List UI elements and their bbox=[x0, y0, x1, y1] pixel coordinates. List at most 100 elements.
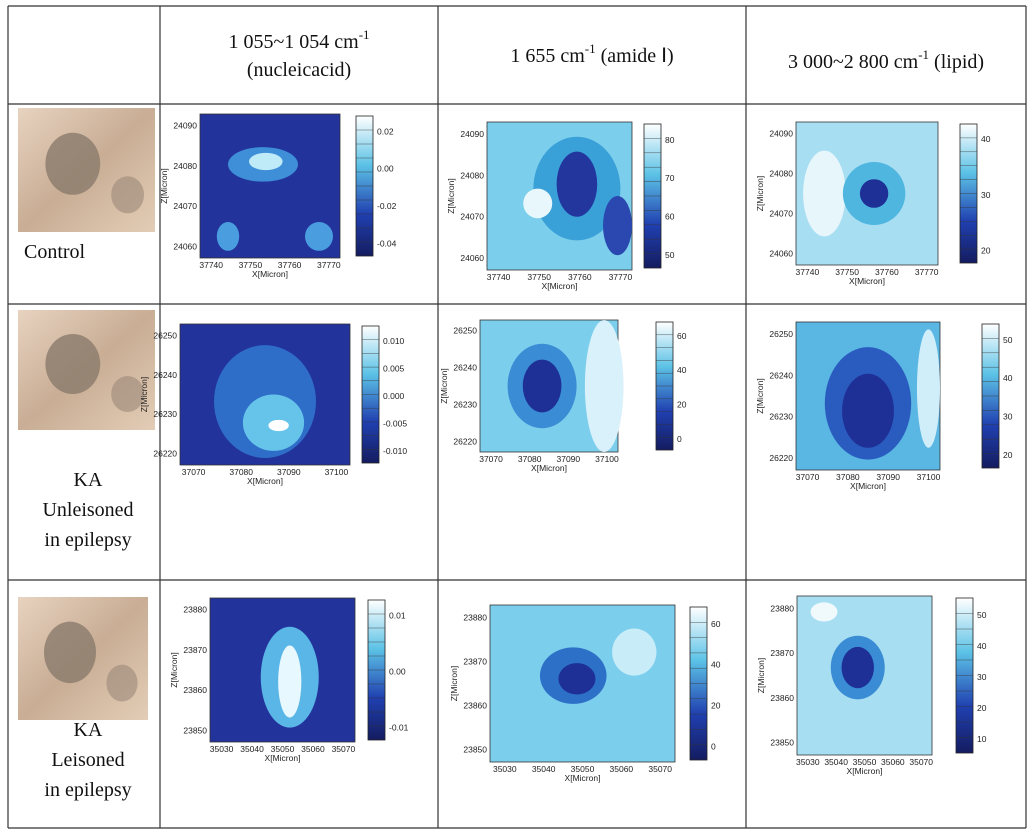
colorbar-label: 60 bbox=[677, 331, 687, 341]
row-label: in epilepsy bbox=[44, 529, 131, 551]
y-tick-label: 24090 bbox=[460, 129, 484, 139]
colorbar-label: 30 bbox=[977, 672, 987, 682]
y-tick-label: 23860 bbox=[183, 685, 207, 695]
y-tick-label: 23880 bbox=[463, 613, 487, 623]
colorbar-label: 20 bbox=[1003, 450, 1013, 460]
colorbar-label: -0.005 bbox=[383, 418, 407, 428]
colorbar-label: 50 bbox=[1003, 335, 1013, 345]
y-tick-label: 24070 bbox=[769, 209, 793, 219]
y-tick-label: 23850 bbox=[183, 725, 207, 735]
contour-region bbox=[612, 628, 657, 676]
contour-region bbox=[278, 645, 302, 718]
y-axis-label: Z[Micron] bbox=[446, 178, 456, 213]
x-tick-label: 37080 bbox=[836, 472, 860, 482]
x-axis-label: X[Micron] bbox=[542, 281, 578, 291]
y-tick-label: 26230 bbox=[769, 412, 793, 422]
y-tick-label: 24080 bbox=[769, 168, 793, 178]
contour-plot: 37070 37080 37090 37100 26250 26240 26230 26220… bbox=[755, 321, 1013, 491]
colorbar-label: 20 bbox=[977, 703, 987, 713]
x-tick-label: 35060 bbox=[610, 764, 634, 774]
colorbar-label: 60 bbox=[665, 212, 675, 222]
x-axis-label: X[Micron] bbox=[247, 476, 283, 486]
x-axis-label: X[Micron] bbox=[849, 276, 885, 286]
x-tick-label: 35030 bbox=[493, 764, 517, 774]
colorbar-label: -0.02 bbox=[377, 201, 397, 211]
y-tick-label: 23880 bbox=[770, 604, 794, 614]
header-suffix: (amide Ⅰ) bbox=[596, 45, 674, 67]
x-tick-label: 37770 bbox=[609, 272, 633, 282]
header-suffix: (lipid) bbox=[929, 51, 984, 73]
y-tick-label: 24080 bbox=[173, 161, 197, 171]
x-tick-label: 37770 bbox=[317, 260, 341, 270]
colorbar-label: 40 bbox=[711, 660, 721, 670]
x-tick-label: 35030 bbox=[210, 744, 234, 754]
y-tick-label: 26240 bbox=[153, 370, 177, 380]
y-tick-label: 23860 bbox=[463, 700, 487, 710]
contour-region bbox=[268, 419, 289, 432]
x-tick-label: 37090 bbox=[556, 454, 580, 464]
colorbar-label: 0.000 bbox=[383, 391, 405, 401]
x-tick-label: 37760 bbox=[278, 260, 302, 270]
x-axis-label: X[Micron] bbox=[847, 766, 883, 776]
contour-plot: 35030 35040 35050 35060 35070 23880 23870 23860… bbox=[449, 604, 721, 783]
x-tick-label: 35040 bbox=[532, 764, 556, 774]
contour-region bbox=[522, 359, 562, 413]
header-sup: -1 bbox=[359, 27, 370, 42]
x-tick-label: 35050 bbox=[271, 744, 295, 754]
header-main: 1 655 cm bbox=[510, 45, 585, 67]
y-tick-label: 24090 bbox=[769, 128, 793, 138]
colorbar-label: 30 bbox=[981, 190, 991, 200]
header-sup: -1 bbox=[918, 47, 929, 62]
header-main: 3 000~2 800 cm bbox=[788, 51, 919, 73]
row-label: Unleisoned bbox=[42, 499, 133, 521]
x-tick-label: 37080 bbox=[518, 454, 542, 464]
colorbar-label: 0.02 bbox=[377, 126, 394, 136]
header-sup: -1 bbox=[585, 41, 596, 56]
colorbar-label: 0.010 bbox=[383, 336, 405, 346]
colorbar-label: 20 bbox=[677, 399, 687, 409]
y-axis-label: Z[Micron] bbox=[755, 378, 765, 413]
x-tick-label: 37070 bbox=[479, 454, 503, 464]
x-axis-label: X[Micron] bbox=[850, 481, 886, 491]
x-tick-label: 37070 bbox=[796, 472, 820, 482]
y-tick-label: 26250 bbox=[769, 329, 793, 339]
photo-texture bbox=[106, 664, 138, 702]
y-axis-label: Z[Micron] bbox=[139, 377, 149, 412]
x-tick-label: 37740 bbox=[487, 272, 511, 282]
contour-region bbox=[305, 222, 333, 251]
x-tick-label: 35070 bbox=[909, 757, 933, 767]
photo-texture bbox=[111, 176, 145, 214]
colorbar-label: 60 bbox=[711, 619, 721, 629]
x-tick-label: 35060 bbox=[301, 744, 325, 754]
colorbar-label: 0.01 bbox=[389, 610, 406, 620]
y-tick-label: 24060 bbox=[460, 253, 484, 263]
colorbar-label: 40 bbox=[1003, 373, 1013, 383]
row-label: in epilepsy bbox=[44, 779, 131, 801]
contour-plot: 37070 37080 37090 37100 26250 26240 26230 26220… bbox=[139, 323, 407, 486]
contour-region bbox=[248, 152, 283, 171]
colorbar-label: 70 bbox=[665, 173, 675, 183]
colorbar-label: 40 bbox=[977, 641, 987, 651]
colorbar-label: 50 bbox=[665, 250, 675, 260]
colorbar-label: 20 bbox=[981, 246, 991, 256]
x-tick-label: 35070 bbox=[648, 764, 672, 774]
x-axis-label: X[Micron] bbox=[265, 753, 301, 763]
y-tick-label: 23870 bbox=[183, 645, 207, 655]
row-label: Control bbox=[24, 241, 86, 263]
colorbar-label: 0 bbox=[677, 434, 682, 444]
y-axis-label: Z[Micron] bbox=[449, 666, 459, 701]
y-tick-label: 23880 bbox=[183, 605, 207, 615]
photo-texture bbox=[111, 376, 145, 412]
y-tick-label: 26250 bbox=[453, 326, 477, 336]
colorbar-label: -0.01 bbox=[389, 723, 409, 733]
colorbar-label: 30 bbox=[1003, 412, 1013, 422]
header-text: (nucleicacid) bbox=[247, 59, 351, 81]
y-tick-label: 24080 bbox=[460, 170, 484, 180]
x-tick-label: 37740 bbox=[199, 260, 223, 270]
contour-region bbox=[803, 150, 846, 237]
y-axis-label: Z[Micron] bbox=[755, 176, 765, 211]
x-tick-label: 37740 bbox=[796, 267, 820, 277]
x-tick-label: 35060 bbox=[881, 757, 905, 767]
contour-plot: 35030 35040 35050 35060 35070 23880 23870 23860… bbox=[169, 597, 409, 763]
y-tick-label: 24070 bbox=[460, 212, 484, 222]
